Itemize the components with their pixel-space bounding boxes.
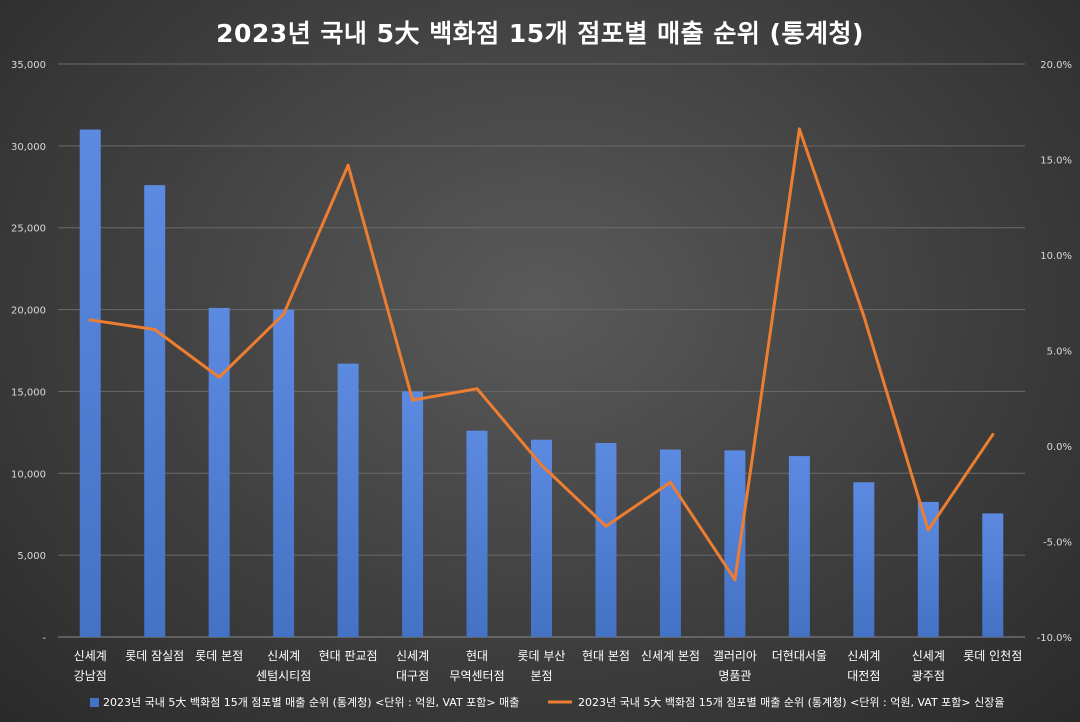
bar [917,501,939,637]
line-point [797,127,801,131]
bar [273,309,295,637]
bar [853,482,875,637]
x-tick-label: 신세계 본점 [641,649,700,663]
x-tick-label: 광주점 [912,669,945,683]
bar [79,129,101,637]
legend-bar-swatch [90,698,99,707]
bar [595,442,617,637]
y2-tick-label: 15.0% [1040,156,1072,167]
bar [659,449,681,637]
left-axis: - 5,000 10,000 15,000 20,000 25,000 30,000 35,0… [11,60,46,644]
x-tick-label: 현대 [466,649,488,663]
y2-tick-label: 5.0% [1047,347,1072,358]
x-tick-label: 롯데 부산 [518,649,566,663]
y2-tick-label: 0.0% [1047,442,1072,453]
legend: 2023년 국내 5大 백화점 15개 점포별 매출 순위 (통계청) <단위 … [90,695,1005,709]
line-series [88,127,995,582]
x-tick-label: 신세계 [396,649,429,663]
chart-title: 2023년 국내 5大 백화점 15개 점포별 매출 순위 (통계청) [216,19,864,48]
x-tick-label: 신세계 [847,649,880,663]
x-tick-label: 본점 [530,669,552,683]
x-tick-label: 롯데 인천점 [963,648,1022,663]
bar [208,307,230,637]
x-tick-label: 센텀시티점 [256,669,311,683]
y2-tick-label: 10.0% [1040,251,1072,262]
x-tick-label: 대구점 [396,669,429,683]
line-point [346,163,350,167]
line-point [926,528,930,532]
bar [788,456,810,637]
y2-tick-label: -5.0% [1043,538,1072,549]
bar [144,185,166,638]
line-point [217,375,221,379]
y-tick-label: 35,000 [11,60,46,71]
right-axis: -10.0% -5.0% 0.0% 5.0% 10.0% 15.0% 20.0% [1037,60,1072,644]
x-tick-label: 롯데 본점 [195,649,243,663]
line-point [991,433,995,437]
x-tick-label: 명품관 [718,669,751,683]
line-point [733,578,737,582]
line-point [475,387,479,391]
x-tick-label: 대전점 [847,669,880,683]
line-point [604,524,608,528]
x-tick-label: 현대 본점 [582,649,630,663]
line-point [88,318,92,322]
y2-tick-label: -10.0% [1037,633,1072,644]
x-tick-label: 신세계 [912,649,945,663]
y-tick-label: - [42,633,46,644]
y2-tick-label: 20.0% [1040,60,1072,71]
y-tick-label: 25,000 [11,224,46,235]
line-point [282,312,286,316]
line-point [411,398,415,402]
bar [982,513,1004,637]
y-tick-label: 10,000 [11,469,46,480]
x-tick-label: 롯데 잠실점 [125,649,184,663]
legend-line-label: 2023년 국내 5大 백화점 15개 점포별 매출 순위 (통계청) <단위 … [578,695,1005,709]
bar [337,363,359,637]
bar [531,439,552,637]
x-tick-label: 강남점 [74,669,107,683]
y-tick-label: 5,000 [17,551,46,562]
line-point [862,314,866,318]
line-point [540,463,543,467]
x-tick-label: 갤러리아 [713,649,757,663]
y-tick-label: 15,000 [11,387,46,398]
bar-series [79,129,1004,638]
bar [466,430,488,637]
y-tick-label: 20,000 [11,306,46,317]
y-tick-label: 30,000 [11,142,46,153]
x-tick-label: 무역센터점 [449,669,504,683]
legend-bar-label: 2023년 국내 5大 백화점 15개 점포별 매출 순위 (통계청) <단위 … [103,695,519,709]
x-tick-label: 신세계 [74,649,107,663]
line-point [668,480,672,484]
bar [402,391,424,637]
line-point [153,327,157,331]
x-tick-label: 현대 판교점 [319,649,378,663]
x-tick-label: 더현대서울 [772,649,827,663]
bar [724,450,746,637]
x-tick-label: 신세계 [267,649,300,663]
